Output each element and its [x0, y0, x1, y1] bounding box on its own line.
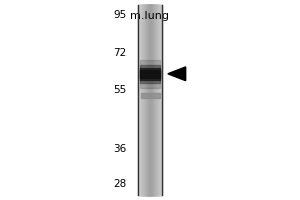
Bar	[144, 5, 156, 195]
Bar	[148, 5, 152, 195]
Bar	[146, 5, 154, 195]
Text: 72: 72	[113, 48, 126, 58]
Text: 36: 36	[113, 144, 126, 154]
Polygon shape	[168, 67, 186, 81]
Bar	[143, 5, 157, 195]
Bar	[140, 68, 160, 80]
Bar	[141, 5, 159, 195]
Text: m.lung: m.lung	[130, 11, 170, 21]
Bar	[147, 5, 153, 195]
Bar	[142, 5, 158, 195]
Bar	[139, 5, 161, 195]
Bar	[140, 5, 160, 195]
Text: 55: 55	[113, 85, 126, 95]
Bar	[140, 70, 160, 78]
Bar	[142, 5, 158, 195]
Bar	[149, 5, 151, 195]
Bar	[145, 5, 155, 195]
Bar	[138, 5, 162, 195]
Bar	[148, 5, 152, 195]
Bar	[141, 93, 160, 98]
Bar	[139, 5, 161, 195]
Text: 95: 95	[113, 10, 126, 20]
Bar	[145, 5, 155, 195]
Bar	[140, 5, 160, 195]
Bar	[140, 60, 160, 88]
Bar	[146, 5, 154, 195]
Bar	[140, 65, 160, 83]
Bar	[143, 5, 157, 195]
Bar	[149, 5, 151, 195]
Text: 28: 28	[113, 179, 126, 189]
Bar	[138, 5, 162, 195]
